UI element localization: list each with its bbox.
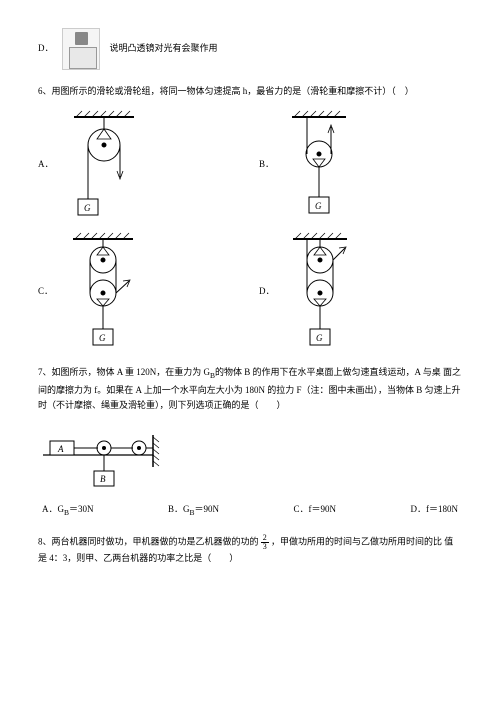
q8-l1b: ，甲做功所用的时间与乙做功所用时间的比: [271, 537, 442, 547]
q6-prefix: 6、用图所示的滑轮或滑轮组，将同一物体匀速提高 h，最省力的是（滑轮重和摩擦不计…: [38, 86, 396, 96]
q6-options-grid: A． G B．: [38, 109, 462, 351]
pulley-diagram-c: G: [63, 231, 143, 351]
option-d-label: D．: [38, 41, 54, 56]
q7aAv: ＝30N: [69, 504, 94, 514]
q7-ans-b: B．GB＝90N: [168, 502, 219, 520]
q6-text: 6、用图所示的滑轮或滑轮组，将同一物体匀速提高 h，最省力的是（滑轮重和摩擦不计…: [38, 84, 462, 99]
lens-diagram-thumb: [62, 28, 100, 70]
pulley-diagram-b: G: [284, 109, 354, 219]
q7-answers: A．GB＝30N B．GB＝90N C．f＝90N D．f＝180N: [38, 502, 462, 520]
q8-text: 8、两台机器同时做功，甲机器做的功是乙机器做的功的 2 3 ，甲做功所用的时间与…: [38, 534, 462, 566]
svg-text:B: B: [100, 474, 106, 484]
pulley-diagram-d: G: [285, 231, 355, 351]
q7-diagram: A B: [38, 427, 178, 492]
q7-l1a: 7、如图所示，物体 A 重 120N，在重力为 G: [38, 367, 210, 377]
q8-fraction: 2 3: [261, 534, 269, 551]
q6-option-a: A． G: [38, 109, 241, 219]
pulley-diagram-a: G: [64, 109, 144, 219]
q6-c-label: C．: [38, 284, 53, 299]
q6-option-c: C．: [38, 231, 241, 351]
q8-den: 3: [261, 543, 269, 551]
q8-l1a: 8、两台机器同时做功，甲机器做的功是乙机器做的功的: [38, 537, 259, 547]
svg-text:G: G: [99, 333, 106, 343]
svg-text:G: G: [84, 203, 91, 213]
q7-ans-c: C．f＝90N: [294, 502, 337, 520]
q7aBv: ＝90N: [195, 504, 220, 514]
q6-b-label: B．: [259, 157, 274, 172]
q7-ans-a: A．GB＝30N: [42, 502, 94, 520]
q6-option-b: B． G: [259, 109, 462, 219]
q6-option-d: D．: [259, 231, 462, 351]
svg-text:A: A: [57, 444, 64, 454]
svg-text:G: G: [316, 333, 323, 343]
q7aB: B．G: [168, 504, 190, 514]
q6-suffix: ）: [396, 86, 414, 96]
q5-option-d: D． 说明凸透镜对光有会聚作用: [38, 28, 462, 70]
q6-a-label: A．: [38, 157, 54, 172]
q7aA: A．G: [42, 504, 64, 514]
option-d-text: 说明凸透镜对光有会聚作用: [110, 41, 218, 56]
q7-ans-d: D．f＝180N: [411, 502, 459, 520]
q7-diagram-wrap: A B: [38, 427, 462, 492]
svg-text:G: G: [315, 201, 322, 211]
q6-d-label: D．: [259, 284, 275, 299]
q7-text: 7、如图所示，物体 A 重 120N，在重力为 GB的物体 B 的作用下在水平桌…: [38, 365, 462, 413]
q7-l1b: 的物体 B 的作用下在水平桌面上做匀速直线运动，A 与桌: [215, 367, 441, 377]
